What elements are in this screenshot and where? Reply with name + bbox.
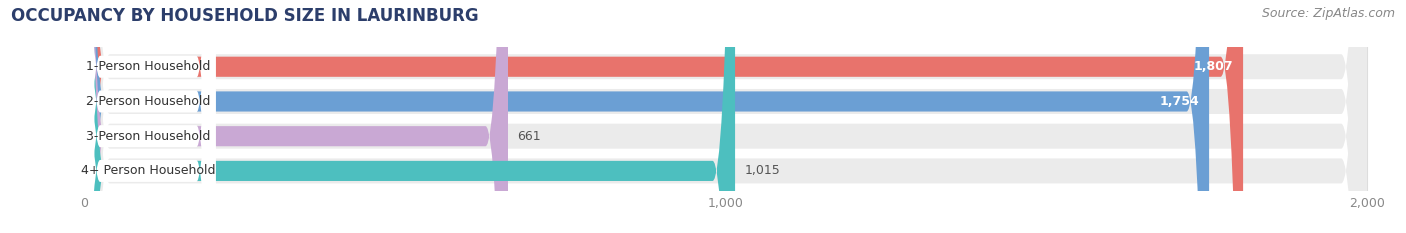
FancyBboxPatch shape	[84, 0, 1367, 233]
FancyBboxPatch shape	[84, 0, 735, 233]
Text: 4+ Person Household: 4+ Person Household	[82, 164, 215, 177]
FancyBboxPatch shape	[80, 0, 215, 233]
Text: 2-Person Household: 2-Person Household	[86, 95, 211, 108]
FancyBboxPatch shape	[80, 0, 215, 233]
FancyBboxPatch shape	[84, 0, 1209, 233]
Text: 1-Person Household: 1-Person Household	[86, 60, 211, 73]
Text: 1,754: 1,754	[1160, 95, 1199, 108]
FancyBboxPatch shape	[80, 0, 215, 233]
Text: 1,015: 1,015	[745, 164, 780, 177]
FancyBboxPatch shape	[80, 0, 215, 233]
Text: 1,807: 1,807	[1194, 60, 1233, 73]
Text: Source: ZipAtlas.com: Source: ZipAtlas.com	[1261, 7, 1395, 20]
FancyBboxPatch shape	[84, 0, 1367, 233]
Text: 661: 661	[517, 130, 541, 143]
Text: OCCUPANCY BY HOUSEHOLD SIZE IN LAURINBURG: OCCUPANCY BY HOUSEHOLD SIZE IN LAURINBUR…	[11, 7, 479, 25]
FancyBboxPatch shape	[84, 0, 1367, 233]
FancyBboxPatch shape	[84, 0, 508, 233]
FancyBboxPatch shape	[84, 0, 1243, 233]
Text: 3-Person Household: 3-Person Household	[86, 130, 211, 143]
FancyBboxPatch shape	[84, 0, 1367, 233]
